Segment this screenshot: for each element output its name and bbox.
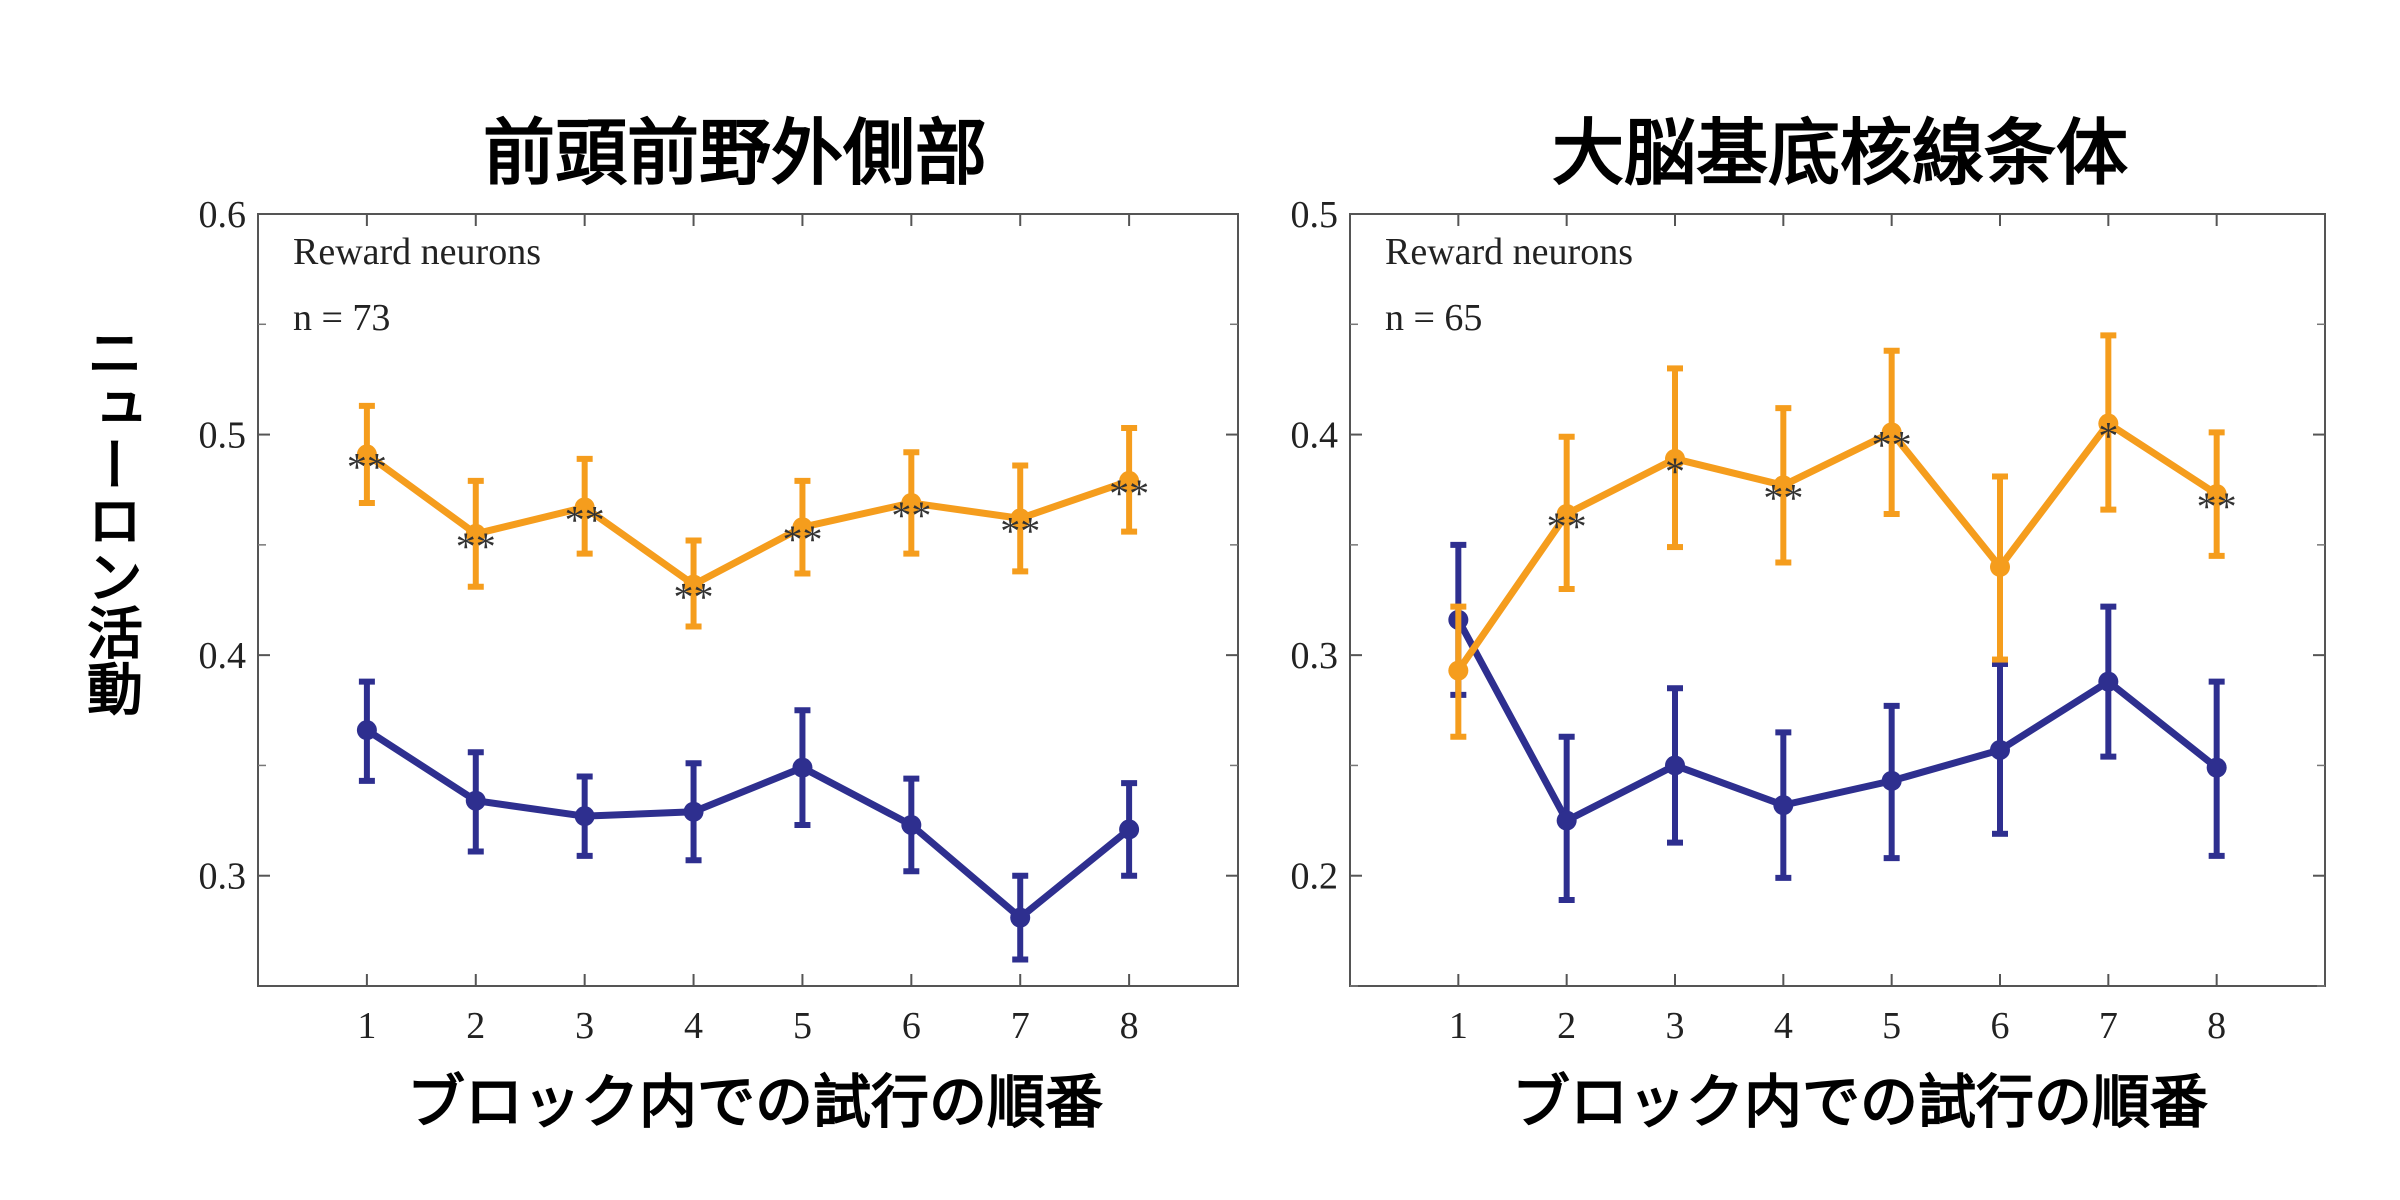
x-tick-label: 7 — [2099, 1005, 2118, 1047]
annotation-text: Reward neurons — [1385, 231, 1633, 273]
y-tick-label: 0.3 — [1291, 635, 1339, 677]
data-point — [356, 720, 377, 741]
data-point — [1556, 810, 1577, 831]
data-point — [1119, 819, 1140, 840]
data-point — [1665, 448, 1685, 469]
annotation-text: Reward neurons — [293, 231, 541, 273]
data-point — [2206, 757, 2227, 778]
data-point — [574, 806, 595, 827]
y-tick-label: 0.6 — [199, 194, 247, 236]
y-axis-label: ニューロン活動 — [78, 324, 143, 716]
panel-title: 前頭前野外側部 — [483, 111, 987, 195]
y-tick-label: 0.5 — [1291, 194, 1339, 236]
x-tick-label: 2 — [466, 1005, 485, 1047]
significance-marker: ** — [782, 517, 822, 562]
x-tick-label: 5 — [793, 1005, 812, 1047]
data-point — [683, 574, 704, 595]
x-tick-label: 2 — [1557, 1005, 1576, 1047]
data-point — [792, 517, 813, 538]
data-point — [1773, 795, 1794, 816]
data-point — [2098, 413, 2119, 434]
x-tick-label: 8 — [1120, 1005, 1139, 1047]
annotation-text: n = 65 — [1385, 297, 1482, 339]
series-line — [363, 726, 1133, 922]
data-point — [1773, 475, 1794, 496]
data-point — [683, 801, 704, 822]
data-point — [2098, 671, 2119, 692]
y-tick-label: 0.5 — [199, 415, 247, 457]
y-tick-label: 0.4 — [199, 635, 247, 677]
significance-marker: ** — [565, 497, 605, 542]
data-point — [1119, 470, 1140, 491]
significance-marker: ** — [1109, 471, 1149, 516]
data-point — [1665, 755, 1685, 776]
x-tick-label: 6 — [902, 1005, 921, 1047]
x-tick-label: 4 — [684, 1005, 703, 1047]
significance-marker: ** — [2197, 484, 2237, 529]
data-point — [1010, 508, 1031, 529]
x-tick-label: 1 — [1449, 1005, 1468, 1047]
data-point — [574, 497, 595, 518]
significance-marker: ** — [1000, 508, 1040, 553]
x-axis-label: ブロック内での試行の順番 — [1512, 1068, 2208, 1136]
significance-marker: ** — [674, 575, 714, 620]
significance-marker: * — [1665, 449, 1685, 494]
data-point — [792, 757, 813, 778]
axes-frame — [257, 213, 1239, 987]
series-blue — [1448, 541, 2227, 903]
x-tick-label: 5 — [1882, 1005, 1901, 1047]
x-tick-label: 3 — [1666, 1005, 1685, 1047]
x-tick-label: 1 — [357, 1005, 376, 1047]
y-tick-label: 0.4 — [1291, 415, 1339, 457]
significance-marker: ** — [1547, 504, 1587, 549]
data-point — [1556, 503, 1577, 524]
y-tick-label: 0.2 — [1291, 856, 1339, 898]
series-orange: ** ** ** ** ** ** ** ** — [347, 402, 1149, 630]
series-line — [1454, 616, 2221, 825]
x-axis-label: ブロック内での試行の順番 — [407, 1068, 1103, 1136]
x-tick-label: 3 — [575, 1005, 594, 1047]
series-line — [1454, 420, 2221, 675]
data-point — [1990, 556, 2010, 577]
data-point — [2206, 484, 2227, 505]
x-tick-label: 8 — [2207, 1005, 2226, 1047]
significance-marker: ** — [891, 493, 931, 538]
x-tick-label: 4 — [1774, 1005, 1793, 1047]
x-tick-label: 6 — [1991, 1005, 2010, 1047]
axes-frame — [1349, 213, 2326, 987]
data-point — [901, 492, 922, 513]
data-point — [356, 444, 377, 465]
panel-title: 大脳基底核線条体 — [1552, 111, 2128, 195]
series-blue — [356, 678, 1140, 963]
y-tick-label: 0.3 — [199, 856, 247, 898]
data-point — [901, 814, 922, 835]
data-point — [1010, 907, 1031, 928]
series-orange: ******* *** — [1448, 332, 2237, 740]
significance-marker: ** — [347, 444, 387, 489]
data-point — [1448, 660, 1469, 681]
series-line — [363, 450, 1133, 589]
data-point — [1881, 770, 1902, 791]
data-point — [465, 790, 486, 811]
data-point — [1990, 739, 2010, 760]
annotation-text: n = 73 — [293, 297, 390, 339]
chart-panel-1: 前頭前野外側部 0.3 0.4 0.5 0.6 1 2 3 4 5 6 7 8 ブロック内での試行の順番 R… — [199, 111, 1239, 1136]
x-tick-label: 7 — [1011, 1005, 1030, 1047]
chart-panel-2: 大脳基底核線条体 0.2 0.3 0.4 0.5 1 2 3 4 5 6 7 8 ブロック内での試行の順番… — [1291, 111, 2326, 1136]
significance-marker: ** — [456, 524, 496, 569]
data-point — [1881, 422, 1902, 443]
significance-marker: * — [2098, 414, 2118, 459]
significance-marker: ** — [1763, 475, 1803, 520]
data-point — [465, 523, 486, 544]
significance-marker: ** — [1872, 422, 1912, 467]
